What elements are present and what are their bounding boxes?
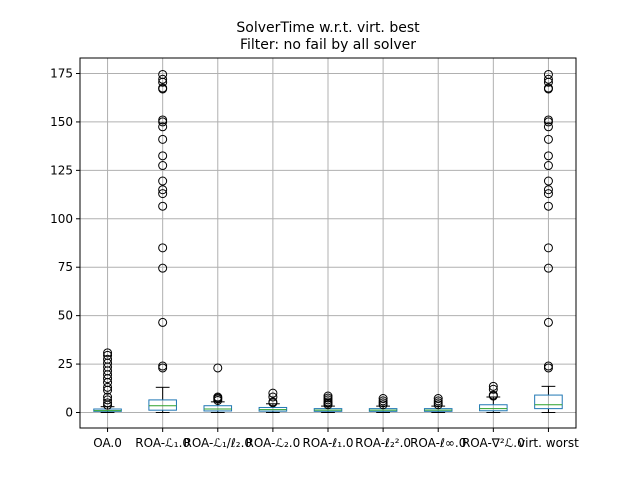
outlier-point bbox=[158, 115, 168, 125]
outlier-point bbox=[268, 388, 278, 398]
outlier-point bbox=[158, 189, 168, 199]
outlier-point bbox=[158, 161, 168, 171]
outlier-point bbox=[543, 317, 553, 327]
outlier-point bbox=[543, 361, 553, 371]
axis-layer: 0 25 50 75 100 125 150 175 OA.0 ROA-ℒ₁.0ROA-ℒ₁/ℓ₂… bbox=[50, 66, 579, 450]
chart-title: SolverTime w.r.t. virt. best bbox=[236, 20, 420, 36]
outlier-point bbox=[268, 397, 278, 407]
grid-layer bbox=[80, 58, 576, 428]
outlier-point bbox=[488, 390, 498, 400]
outlier-point bbox=[543, 201, 553, 211]
outlier-point bbox=[158, 83, 168, 93]
outlier-point bbox=[103, 350, 113, 360]
outlier-point bbox=[213, 392, 223, 402]
outlier-point bbox=[543, 161, 553, 171]
outlier-point bbox=[103, 392, 113, 402]
box-group bbox=[148, 69, 177, 414]
outlier-point bbox=[158, 122, 168, 132]
outlier-point bbox=[213, 363, 223, 373]
outlier-point bbox=[543, 74, 553, 84]
box-group bbox=[479, 381, 508, 414]
outlier-point bbox=[158, 151, 168, 161]
iqr-box bbox=[148, 399, 177, 411]
outlier-point bbox=[543, 185, 553, 195]
outlier-point bbox=[268, 392, 278, 402]
outlier-point bbox=[158, 263, 168, 273]
outlier-point bbox=[488, 384, 498, 394]
box-group bbox=[368, 394, 398, 414]
iqr-box bbox=[479, 404, 508, 412]
y-tick-label: 100 bbox=[50, 212, 73, 226]
outlier-point bbox=[158, 69, 168, 79]
outlier-point bbox=[543, 176, 553, 186]
outlier-point bbox=[543, 151, 553, 161]
box-layer bbox=[93, 69, 563, 414]
box-group bbox=[534, 69, 563, 414]
outlier-point bbox=[103, 382, 113, 392]
y-tick-label: 50 bbox=[58, 309, 73, 323]
outlier-point bbox=[488, 381, 498, 391]
x-tick-label: virt. worst bbox=[518, 436, 579, 450]
outlier-point bbox=[158, 176, 168, 186]
plot-frame bbox=[79, 57, 577, 429]
chart-subtitle: Filter: no fail by all solver bbox=[240, 37, 416, 53]
outlier-point bbox=[543, 189, 553, 199]
outlier-point bbox=[433, 394, 443, 404]
y-tick-label: 25 bbox=[58, 357, 73, 371]
outlier-point bbox=[103, 354, 113, 364]
outlier-point bbox=[433, 396, 443, 406]
box-group bbox=[423, 394, 453, 414]
outlier-point bbox=[543, 83, 553, 93]
outlier-point bbox=[543, 243, 553, 253]
outlier-point bbox=[158, 74, 168, 84]
y-tick-label: 75 bbox=[58, 260, 73, 274]
outlier-point bbox=[158, 243, 168, 253]
outlier-point bbox=[158, 317, 168, 327]
iqr-box bbox=[534, 394, 563, 410]
outlier-point bbox=[378, 394, 388, 404]
outlier-point bbox=[543, 263, 553, 273]
box-group bbox=[203, 363, 233, 414]
outlier-point bbox=[158, 185, 168, 195]
outlier-point bbox=[158, 361, 168, 371]
outlier-point bbox=[378, 396, 388, 406]
outlier-point bbox=[543, 115, 553, 125]
x-tick-label: ROA-ℒ₁/ℓ₂.0 bbox=[183, 436, 252, 450]
outlier-point bbox=[158, 201, 168, 211]
y-tick-label: 125 bbox=[50, 163, 73, 177]
y-tick-label: 0 bbox=[65, 406, 73, 420]
x-tick-label: ROA-∇²ℒ.0 bbox=[462, 436, 525, 450]
outlier-point bbox=[543, 69, 553, 79]
x-tick-label: ROA-ℒ₁.0 bbox=[135, 436, 190, 450]
outlier-point bbox=[323, 391, 333, 401]
outlier-point bbox=[543, 122, 553, 132]
box-group bbox=[313, 391, 343, 414]
x-tick-label: ROA-ℓ₁.0 bbox=[302, 436, 353, 450]
outlier-point bbox=[543, 134, 553, 144]
y-tick-label: 150 bbox=[50, 115, 73, 129]
x-tick-label: ROA-ℓ₂².0 bbox=[355, 436, 411, 450]
x-tick-label: ROA-ℒ₂.0 bbox=[246, 436, 301, 450]
outlier-point bbox=[103, 398, 113, 408]
box-group bbox=[93, 348, 122, 414]
x-tick-label: OA.0 bbox=[93, 436, 122, 450]
box-group bbox=[258, 388, 288, 414]
outlier-point bbox=[103, 395, 113, 405]
x-tick-label: ROA-ℓ∞.0 bbox=[410, 436, 466, 450]
y-tick-label: 175 bbox=[50, 66, 73, 80]
iqr-box bbox=[203, 405, 233, 412]
outlier-point bbox=[158, 134, 168, 144]
outlier-point bbox=[103, 348, 113, 358]
